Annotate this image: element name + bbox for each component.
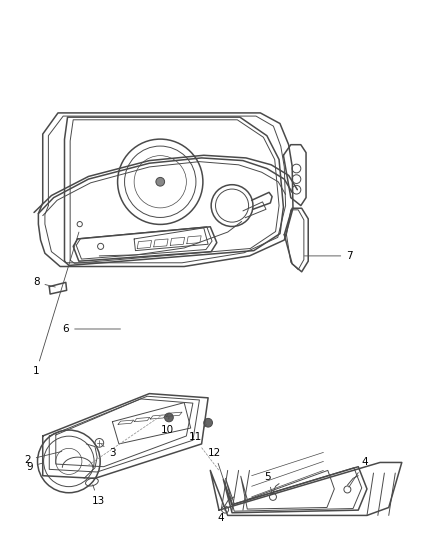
Text: 4: 4 bbox=[349, 457, 368, 487]
Text: 10: 10 bbox=[161, 417, 174, 434]
Circle shape bbox=[156, 177, 165, 186]
Text: 11: 11 bbox=[188, 425, 206, 442]
Text: 6: 6 bbox=[63, 324, 120, 334]
Text: 13: 13 bbox=[92, 484, 105, 506]
Text: 2: 2 bbox=[24, 451, 62, 465]
Text: 12: 12 bbox=[208, 448, 230, 500]
Text: 3: 3 bbox=[102, 445, 116, 458]
Text: 7: 7 bbox=[304, 251, 353, 261]
Circle shape bbox=[204, 418, 212, 427]
Text: 1: 1 bbox=[33, 232, 79, 376]
Circle shape bbox=[165, 413, 173, 422]
Text: 9: 9 bbox=[26, 462, 42, 472]
Text: 8: 8 bbox=[33, 277, 55, 287]
Text: 5: 5 bbox=[265, 472, 272, 494]
Text: 4: 4 bbox=[217, 510, 225, 523]
